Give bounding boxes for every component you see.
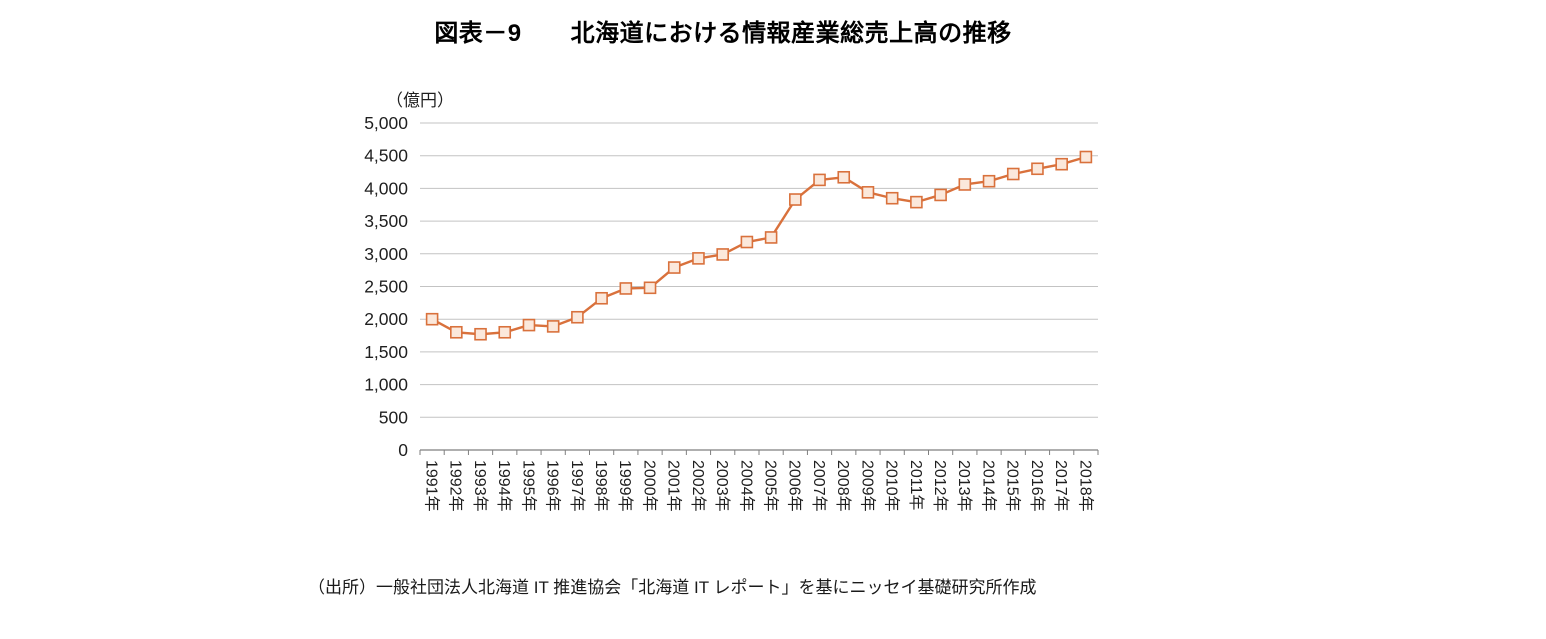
data-point-marker [1006,167,1020,181]
y-axis-tick-label: 5,000 [364,113,408,133]
x-axis-tick-label: 2012年 [931,460,949,512]
chart-title: 図表－9 北海道における情報産業総売上高の推移 [434,20,1012,47]
x-axis-tick-label: 2007年 [810,460,828,512]
data-point-marker [595,291,608,305]
x-axis-tick-label: 2002年 [689,460,707,512]
x-axis-tick-label: 2009年 [858,460,876,512]
y-axis-tick-label: 3,000 [364,244,408,264]
x-axis-tick-label: 2010年 [883,460,901,512]
y-axis-tick-label: 3,500 [364,211,408,231]
data-point-marker [716,248,729,261]
data-point-marker [837,170,851,184]
y-axis-tick-label: 2,500 [364,277,408,297]
data-point-marker [498,325,512,339]
x-axis-tick-label: 2006年 [786,460,804,512]
x-axis-tick-label: 1993年 [471,460,489,512]
data-point-marker [425,312,439,326]
x-axis-tick-label: 2017年 [1052,460,1070,512]
data-point-marker [692,252,705,265]
x-axis-tick-label: 2000年 [640,460,658,512]
data-point-marker [522,318,536,332]
data-point-marker [934,188,947,202]
x-axis-tick-label: 2014年 [979,460,997,512]
data-point-marker [982,174,996,188]
x-axis-tick-label: 2003年 [713,460,731,512]
data-point-marker [667,261,681,274]
y-axis-tick-label: 500 [379,407,408,427]
y-axis-unit-label: （億円） [386,91,454,110]
data-point-marker [571,310,584,324]
data-point-marker [1079,150,1093,164]
x-axis-tick-label: 2016年 [1028,460,1046,512]
data-point-marker [958,178,972,191]
data-point-marker [813,173,826,187]
x-axis-tick-label: 1995年 [519,460,537,512]
x-axis-tick-label: 2018年 [1076,460,1094,512]
x-axis-tick-label: 1998年 [592,460,610,512]
data-point-marker [1031,162,1044,176]
data-point-marker [861,186,875,199]
data-point-marker [764,231,778,244]
x-axis-tick-label: 1997年 [568,460,586,512]
data-point-marker [450,325,463,339]
source-note: （出所）一般社団法人北海道 IT 推進協会「北海道 IT レポート」を基にニッセ… [308,578,1037,597]
y-axis-tick-label: 4,500 [364,146,408,166]
x-axis-tick-label: 2005年 [762,460,780,512]
data-point-marker [1055,157,1068,171]
x-axis-tick-label: 2015年 [1004,460,1022,512]
x-axis-tick-label: 1999年 [616,460,634,512]
y-axis-tick-label: 1,000 [364,375,408,395]
y-axis-tick-label: 2,000 [364,309,408,329]
x-axis-tick-label: 2011年 [907,460,925,510]
data-point-marker [546,320,560,333]
data-point-marker [740,235,754,249]
x-axis-tick-label: 2008年 [834,460,852,512]
data-point-marker [643,281,657,295]
data-point-marker [885,191,899,205]
data-line [431,155,1087,336]
x-axis-tick-label: 1996年 [544,460,562,512]
data-point-marker [474,327,487,341]
x-axis-tick-label: 2013年 [955,460,973,512]
data-point-marker [910,195,923,209]
y-axis-tick-label: 1,500 [364,342,408,362]
x-axis-tick-label: 1991年 [423,460,441,512]
x-axis-tick-label: 1994年 [495,460,513,512]
data-point-marker [789,193,802,206]
data-point-marker [619,282,633,295]
x-axis-tick-label: 2001年 [665,460,683,512]
y-axis-tick-label: 4,000 [364,178,408,198]
x-axis-tick-label: 2004年 [737,460,755,512]
y-axis-tick-label: 0 [398,440,408,460]
x-axis-tick-label: 1992年 [447,460,465,512]
